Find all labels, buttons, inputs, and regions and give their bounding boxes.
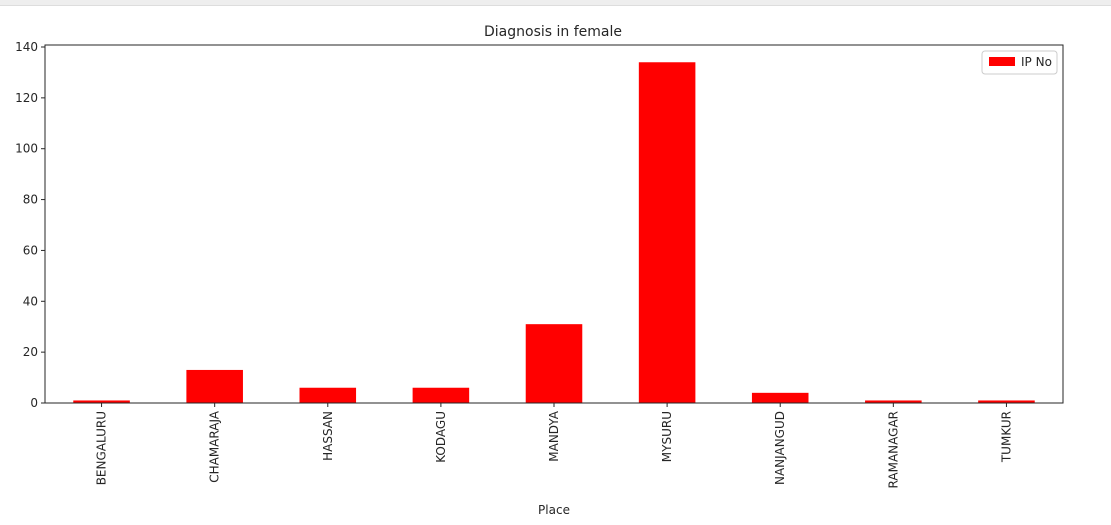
x-axis-label: Place: [538, 503, 570, 517]
legend-label-ip-no: IP No: [1021, 55, 1052, 69]
bar-ramanagar: [865, 400, 922, 403]
y-tick-label: 120: [15, 91, 38, 105]
bar-nanjangud: [751, 392, 809, 403]
x-tick-label-mysuru: MYSURU: [660, 411, 674, 462]
chart-title: Diagnosis in female: [484, 24, 622, 40]
bars: [73, 62, 1035, 403]
y-axis: 0 20 40 60 80 100 120 140: [15, 40, 45, 410]
x-tick-label-kodagu: KODAGU: [434, 411, 448, 463]
bar-mysuru: [638, 62, 696, 403]
y-tick-label: 40: [23, 294, 38, 308]
legend: IP No: [981, 50, 1058, 75]
bar-hassan: [299, 387, 357, 403]
x-axis: BENGALURU CHAMARAJA HASSAN KODAGU MANDYA MYSU…: [95, 403, 1013, 488]
bar-bengaluru: [73, 400, 130, 403]
bar-chamaraja: [186, 369, 243, 403]
bar-kodagu: [412, 387, 470, 403]
legend-swatch-ip-no: [989, 57, 1015, 66]
notebook-output-top-border: [0, 0, 1111, 6]
bar-mandya: [525, 324, 583, 403]
plot-area-frame: [44, 44, 1064, 404]
y-tick-label: 140: [15, 40, 38, 54]
x-tick-label-chamaraja: CHAMARAJA: [208, 410, 222, 483]
x-tick-label-hassan: HASSAN: [321, 411, 335, 461]
x-tick-label-ramanagar: RAMANAGAR: [886, 411, 900, 488]
bar-tumkur: [978, 400, 1035, 403]
x-tick-label-bengaluru: BENGALURU: [95, 411, 109, 485]
legend-box: [981, 50, 1058, 75]
y-tick-label: 60: [23, 243, 38, 257]
y-tick-label: 20: [23, 345, 38, 359]
x-tick-label-tumkur: TUMKUR: [999, 411, 1013, 463]
y-tick-label: 80: [23, 193, 38, 207]
y-tick-label: 100: [15, 142, 38, 156]
y-tick-label: 0: [30, 396, 38, 410]
x-tick-label-nanjangud: NANJANGUD: [773, 411, 787, 485]
x-tick-label-mandya: MANDYA: [547, 410, 561, 462]
